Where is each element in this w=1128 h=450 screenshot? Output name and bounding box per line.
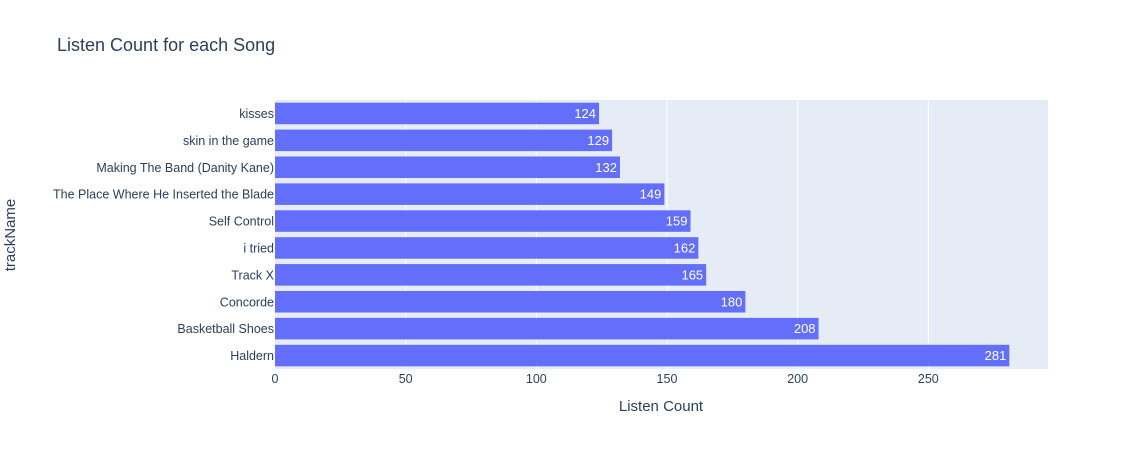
bar-value-label: 162: [674, 240, 696, 255]
y-axis-title: trackName: [2, 199, 19, 272]
bars: 124 129 132 149 159 162 165 180 208 281: [275, 102, 1010, 367]
bar-value-label: 149: [640, 187, 662, 202]
x-tick-label: 250: [918, 372, 939, 386]
bar-track-x[interactable]: [275, 264, 707, 286]
bar-making-the-band-danity-kane[interactable]: [275, 156, 620, 179]
chart-title: Listen Count for each Song: [57, 35, 275, 55]
bar-value-label: 180: [721, 294, 743, 309]
bar-value-label: 165: [681, 267, 703, 282]
x-tick-label: 200: [787, 372, 808, 386]
x-tick-label: 0: [272, 372, 279, 386]
y-tick-label: Making The Band (Danity Kane): [96, 161, 274, 175]
y-axis-ticks: kisses skin in the game Making The Band (D…: [53, 107, 275, 363]
y-tick-label: Haldern: [230, 349, 274, 363]
bar-concorde[interactable]: [275, 290, 746, 313]
bar-value-label: 159: [666, 214, 688, 229]
y-tick-label: i tried: [243, 241, 274, 255]
x-tick-label: 50: [399, 372, 413, 386]
bar-value-label: 129: [587, 133, 609, 148]
bar-the-place-where-he-inserted-the-blade[interactable]: [275, 183, 665, 205]
bar-value-label: 132: [595, 160, 617, 175]
bar-basketball-shoes[interactable]: [275, 317, 819, 340]
y-tick-label: The Place Where He Inserted the Blade: [53, 188, 274, 202]
y-tick-label: Track X: [231, 268, 274, 282]
y-tick-label: kisses: [239, 107, 274, 121]
y-tick-label: Basketball Shoes: [177, 322, 274, 336]
bar-kisses[interactable]: [275, 102, 600, 125]
x-tick-label: 100: [526, 372, 547, 386]
x-axis-ticks: 0 50 100 150 200 250: [272, 372, 939, 386]
x-axis-title: Listen Count: [619, 398, 704, 415]
y-tick-label: skin in the game: [183, 134, 274, 148]
bar-i-tried[interactable]: [275, 237, 699, 259]
y-tick-label: Self Control: [209, 215, 274, 229]
bar-value-label: 281: [985, 348, 1007, 363]
bar-skin-in-the-game[interactable]: [275, 129, 613, 152]
y-tick-label: Concorde: [220, 295, 274, 309]
bar-self-control[interactable]: [275, 210, 691, 232]
bar-value-label: 124: [574, 106, 596, 121]
bar-value-label: 208: [794, 321, 816, 336]
x-tick-label: 150: [657, 372, 678, 386]
bar-haldern[interactable]: [275, 344, 1010, 367]
